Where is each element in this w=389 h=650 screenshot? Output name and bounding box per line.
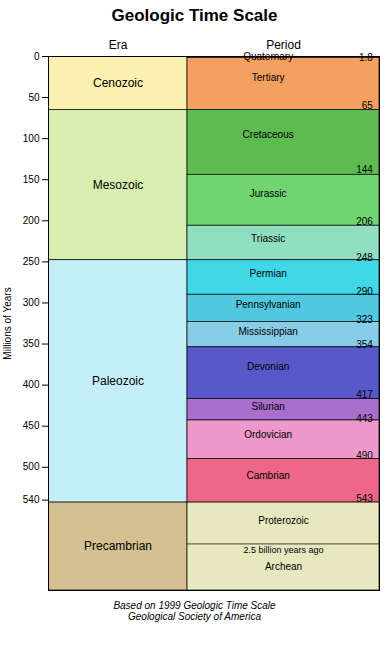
svg-text:65: 65: [362, 100, 374, 111]
svg-text:417: 417: [356, 389, 373, 400]
svg-text:443: 443: [356, 413, 373, 424]
svg-text:490: 490: [356, 450, 373, 461]
svg-text:Proterozoic: Proterozoic: [258, 515, 309, 526]
svg-text:290: 290: [356, 286, 373, 297]
svg-text:250: 250: [23, 256, 40, 267]
svg-text:Permian: Permian: [250, 268, 287, 279]
svg-text:450: 450: [23, 420, 40, 431]
svg-text:354: 354: [356, 339, 373, 350]
svg-text:Ordovician: Ordovician: [244, 429, 292, 440]
svg-text:Devonian: Devonian: [247, 361, 289, 372]
html-text:Geologic Time Scale: Geologic Time Scale: [111, 6, 278, 25]
svg-text:248: 248: [356, 252, 373, 263]
svg-text:Cretaceous: Cretaceous: [243, 129, 294, 140]
svg-text:150: 150: [23, 174, 40, 185]
svg-text:206: 206: [356, 216, 373, 227]
svg-text:Archean: Archean: [265, 561, 302, 572]
svg-text:144: 144: [356, 164, 373, 175]
svg-text:Paleozoic: Paleozoic: [92, 374, 144, 388]
svg-text:Period: Period: [266, 38, 301, 52]
svg-text:300: 300: [23, 297, 40, 308]
svg-text:2.5 billion years ago: 2.5 billion years ago: [243, 545, 323, 555]
html-text:Based on 1999 Geologic Time Sc: Based on 1999 Geologic Time Scale Geolog…: [113, 600, 276, 622]
svg-text:50: 50: [28, 92, 40, 103]
svg-text:543: 543: [356, 493, 373, 504]
svg-text:0: 0: [34, 51, 40, 62]
svg-text:Pennsylvanian: Pennsylvanian: [236, 299, 301, 310]
svg-text:400: 400: [23, 379, 40, 390]
svg-text:Cambrian: Cambrian: [246, 470, 289, 481]
svg-text:Tertiary: Tertiary: [252, 72, 285, 83]
svg-text:Mississippian: Mississippian: [238, 326, 297, 337]
svg-text:Silurian: Silurian: [251, 401, 284, 412]
svg-text:200: 200: [23, 215, 40, 226]
svg-text:Cenozoic: Cenozoic: [93, 76, 143, 90]
svg-text:Triassic: Triassic: [251, 233, 285, 244]
svg-text:323: 323: [356, 314, 373, 325]
svg-text:500: 500: [23, 461, 40, 472]
svg-text:1.8: 1.8: [359, 52, 373, 63]
svg-text:Precambrian: Precambrian: [84, 539, 152, 553]
svg-text:Quaternary: Quaternary: [243, 51, 294, 63]
svg-text:100: 100: [23, 133, 40, 144]
svg-text:Millions of Years: Millions of Years: [2, 287, 13, 359]
svg-text:540: 540: [23, 494, 40, 505]
svg-text:Mesozoic: Mesozoic: [93, 178, 144, 192]
svg-text:Jurassic: Jurassic: [250, 188, 287, 199]
svg-text:350: 350: [23, 338, 40, 349]
svg-text:Era: Era: [109, 38, 128, 52]
